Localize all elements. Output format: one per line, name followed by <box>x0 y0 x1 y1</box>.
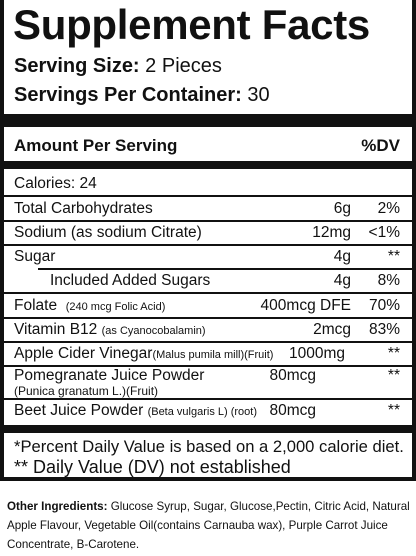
nutrient-amount: 6g <box>333 200 351 217</box>
row-divider <box>4 317 416 319</box>
row-divider <box>4 220 416 222</box>
row-divider <box>4 292 416 294</box>
nutrient-amount: 400mcg DFE <box>260 297 351 314</box>
nutrient-dv: ** <box>387 345 400 362</box>
nutrient-source: (Beta vulgaris L) (root) <box>147 406 257 418</box>
nutrient-name: Pomegranate Juice Powder (Punica granatum… <box>14 368 204 399</box>
nutrient-name: Total Carbohydrates <box>14 200 153 217</box>
nutrient-source: (240 mcg Folic Acid) <box>65 301 166 313</box>
nutrient-dv: ** <box>387 402 400 419</box>
supplement-facts-panel: Supplement Facts Serving Size: 2 Pieces … <box>0 0 416 481</box>
row-divider <box>4 244 416 246</box>
thick-divider <box>4 425 416 433</box>
amount-per-serving-label: Amount Per Serving <box>14 136 178 155</box>
nutrient-amount: 80mcg <box>269 402 316 419</box>
nutrient-amount: 12mg <box>312 224 351 241</box>
nutrient-dv: 2% <box>377 200 400 217</box>
dv-header: %DV <box>361 136 400 155</box>
nutrient-amount: 4g <box>333 272 351 289</box>
dv-not-established-footnote: ** Daily Value (DV) not established <box>14 457 291 477</box>
other-ingredients-list: Glucose Syrup, Sugar, Glucose,Pectin, Ci… <box>7 500 410 551</box>
panel-title: Supplement Facts <box>13 1 370 48</box>
nutrient-dv: 83% <box>368 321 400 338</box>
nutrient-name: Included Added Sugars <box>50 272 211 289</box>
serving-size-label: Serving Size: <box>14 55 140 77</box>
servings-per-container: Servings Per Container: 30 <box>14 83 270 107</box>
nutrient-dv: <1% <box>368 224 400 241</box>
serving-size: Serving Size: 2 Pieces <box>14 54 222 78</box>
row-divider <box>4 365 416 367</box>
nutrient-source: (Punica granatum L.)(Fruit) <box>14 384 159 398</box>
nutrient-name: Beet Juice Powder (Beta vulgaris L) (roo… <box>14 401 257 422</box>
calories-label: Calories: 24 <box>14 175 97 192</box>
other-ingredients: Other Ingredients: Glucose Syrup, Sugar,… <box>7 497 411 554</box>
nutrient-name: Sugar <box>14 248 56 265</box>
nutrient-name-main: Pomegranate Juice Powder <box>14 367 205 384</box>
nutrient-amount: 1000mg <box>288 345 345 362</box>
other-ingredients-label: Other Ingredients: <box>7 500 108 513</box>
nutrient-source: (Malus pumila mill)(Fruit) <box>152 349 274 361</box>
thick-divider <box>4 114 416 127</box>
row-divider <box>38 268 416 270</box>
nutrient-name: Folate (240 mcg Folic Acid) <box>14 296 165 317</box>
nutrient-dv: ** <box>387 367 400 384</box>
nutrient-amount: 4g <box>333 248 351 265</box>
servings-per-label: Servings Per Container: <box>14 84 242 106</box>
nutrient-dv: ** <box>387 248 400 265</box>
nutrient-row: Pomegranate Juice Powder (Punica granatum… <box>14 367 400 404</box>
nutrient-name-main: Beet Juice Powder <box>14 402 144 419</box>
nutrient-name-main: Vitamin B12 <box>14 321 98 338</box>
row-divider <box>4 398 416 400</box>
nutrient-source: (as Cyanocobalamin) <box>101 325 206 337</box>
percent-dv-footnote: *Percent Daily Value is based on a 2,000… <box>14 437 404 456</box>
row-divider <box>4 195 416 197</box>
nutrient-name: Apple Cider Vinegar(Malus pumila mill)(F… <box>14 344 273 365</box>
nutrient-name-main: Apple Cider Vinegar <box>14 345 153 362</box>
amount-header: Amount Per Serving %DV <box>14 136 400 158</box>
nutrient-dv: 70% <box>368 297 400 314</box>
nutrient-name: Sodium (as sodium Citrate) <box>14 224 202 241</box>
nutrient-name-main: Folate <box>14 297 58 314</box>
nutrient-amount: 2mcg <box>313 321 351 338</box>
row-divider <box>4 341 416 343</box>
thick-divider <box>4 161 416 169</box>
servings-per-value: 30 <box>247 84 270 106</box>
nutrient-amount: 80mcg <box>269 367 316 384</box>
nutrient-dv: 8% <box>377 272 400 289</box>
nutrient-name: Vitamin B12 (as Cyanocobalamin) <box>14 320 206 341</box>
serving-size-value: 2 Pieces <box>145 55 222 77</box>
